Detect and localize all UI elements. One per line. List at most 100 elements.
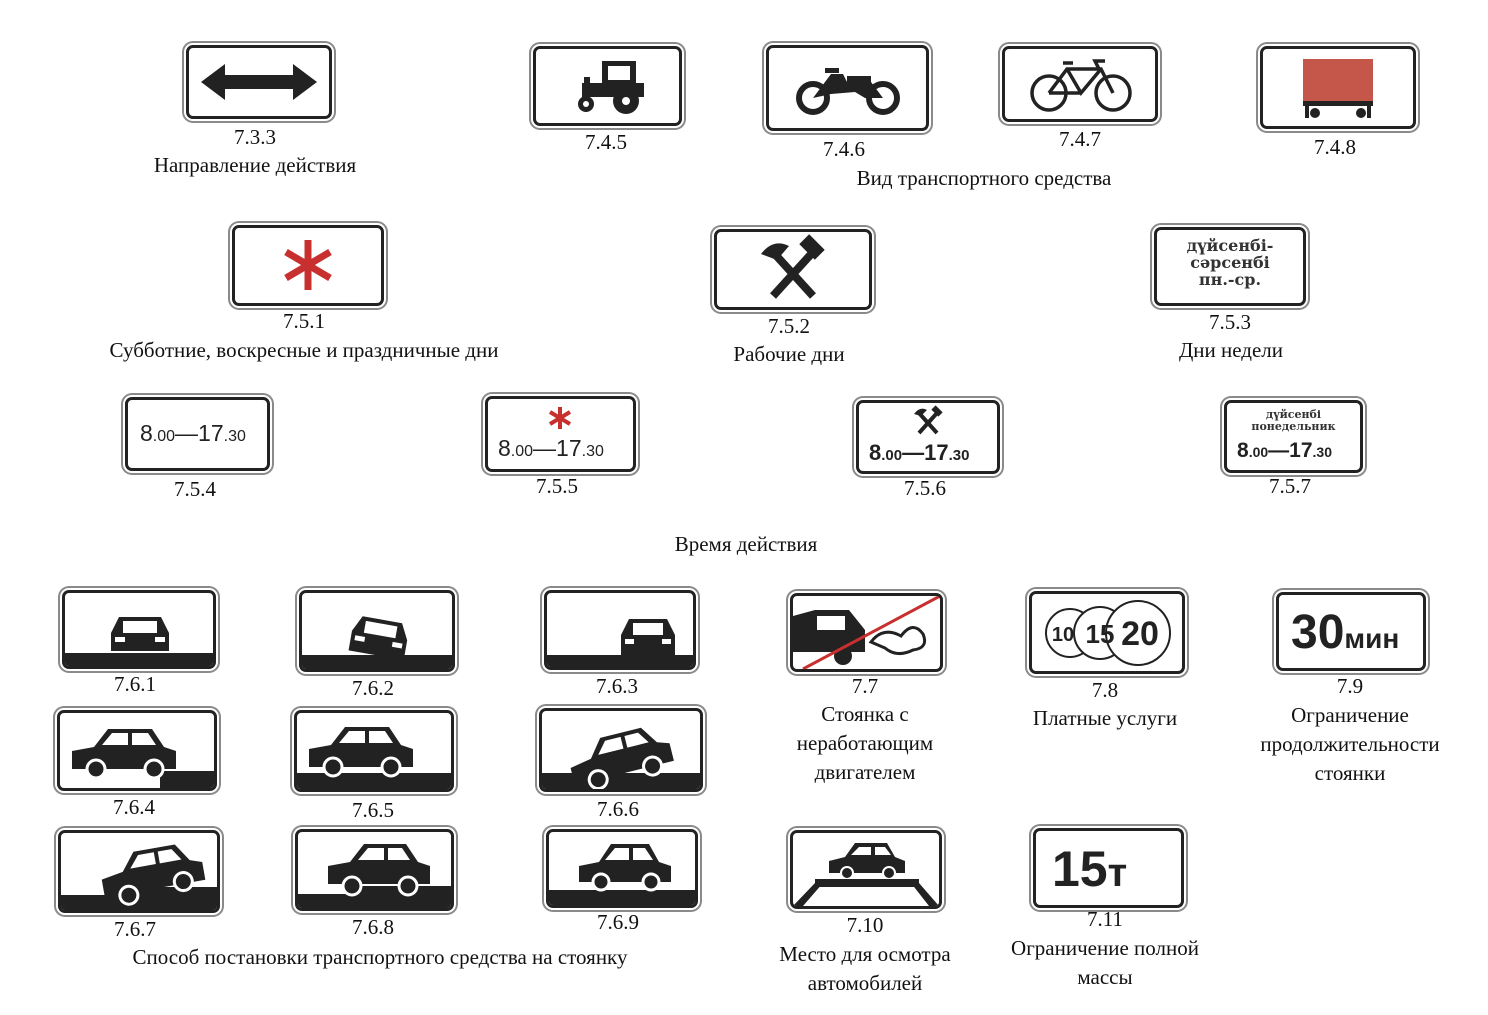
time-end: 17 <box>924 440 949 465</box>
hammer-pick-icon <box>914 405 943 435</box>
double-arrow-icon <box>201 64 317 100</box>
sign-7-5-6-workday-time: 8.00—17.30 <box>856 400 1000 474</box>
sign-code: 7.6.4 <box>113 795 155 819</box>
sign-code: 7.8 <box>1091 678 1119 702</box>
sign-7-5-4-time: 8.00—17.30 <box>125 397 270 471</box>
car-side-icon <box>297 727 451 789</box>
car-side-tilted-icon <box>61 844 217 910</box>
mass-number: 15 <box>1052 841 1108 897</box>
sign-7-10-inspection <box>790 830 942 909</box>
sign-7-4-6-motorcycle <box>766 45 929 131</box>
caption-parking-method: Способ постановки транспортного средства… <box>132 945 628 969</box>
sign-code: 7.6.2 <box>352 676 394 700</box>
caption-time: Время действия <box>674 532 818 556</box>
car-front-icon <box>65 617 213 666</box>
sign-code: 7.6.9 <box>597 910 639 934</box>
caption-inspection: Место для осмотра автомобилей <box>779 942 951 995</box>
motorcycle-icon <box>796 68 900 115</box>
weekday-line: дүйсенбі- <box>1186 236 1274 255</box>
coins-icon: 10 15 20 <box>1045 600 1171 666</box>
sign-code: 7.5.1 <box>283 309 325 333</box>
sign-code: 7.11 <box>1087 907 1123 931</box>
time-dash: — <box>1268 439 1290 462</box>
caption-direction: Направление действия <box>153 153 357 177</box>
weekday-line: пн.-ср. <box>1198 269 1262 289</box>
sign-7-6-1 <box>62 590 216 669</box>
duration-number: 30 <box>1291 606 1345 659</box>
caption-workdays: Рабочие дни <box>733 342 845 366</box>
asterisk-icon <box>284 240 332 290</box>
car-exhaust-crossed-icon <box>793 596 940 669</box>
sign-code: 7.7 <box>851 674 879 698</box>
coin-value: 20 <box>1121 615 1159 653</box>
sign-code: 7.4.8 <box>1314 135 1356 159</box>
time-dash: — <box>902 440 925 465</box>
caption-weekdays: Дни недели <box>1178 338 1284 362</box>
time-end-minutes: .30 <box>223 428 246 445</box>
time-end-minutes: .30 <box>581 443 604 460</box>
coin-value: 15 <box>1086 619 1115 649</box>
sign-7-5-5-holiday-time: 8.00—17.30 <box>485 396 636 472</box>
duration-unit: мин <box>1344 623 1400 654</box>
sign-code: 7.4.7 <box>1059 127 1101 151</box>
time-start: 8 <box>498 435 511 461</box>
sign-7-6-8 <box>295 829 454 911</box>
sign-code: 7.4.6 <box>823 137 865 161</box>
sign-7-4-8-dangerous-goods <box>1260 46 1416 129</box>
time-start-minutes: .00 <box>510 443 534 460</box>
weekday-line: сәрсенбі <box>1190 252 1270 272</box>
sign-code: 7.5.3 <box>1209 310 1251 334</box>
bicycle-icon <box>1030 59 1132 112</box>
sign-code: 7.6.7 <box>114 917 156 941</box>
sign-code: 7.5.6 <box>904 476 946 500</box>
sign-code: 7.6.5 <box>352 798 394 822</box>
sign-7-9-duration: 30мин <box>1276 592 1426 671</box>
car-front-tilted-icon <box>302 616 452 669</box>
time-start: 8 <box>869 440 882 465</box>
car-front-icon <box>547 619 693 667</box>
tractor-icon <box>578 61 644 114</box>
time-end-minutes: .30 <box>1312 444 1332 460</box>
sign-code: 7.4.5 <box>585 130 627 154</box>
time-start: 8 <box>1237 439 1249 462</box>
sign-7-11-mass: 15т <box>1033 828 1184 908</box>
time-dash: — <box>175 420 199 446</box>
time-end: 17 <box>1289 439 1313 462</box>
car-on-lift-icon <box>793 843 939 906</box>
car-side-icon <box>549 844 695 905</box>
sign-7-6-4 <box>57 710 217 791</box>
sign-7-6-2 <box>299 590 455 672</box>
time-start-minutes: .00 <box>1248 444 1269 460</box>
weekday-line: дүйсенбі <box>1265 408 1322 421</box>
sign-7-5-2-workdays <box>714 229 872 310</box>
sign-7-5-7-weekday-time: дүйсенбі понедельник 8.00—17.30 <box>1224 400 1363 473</box>
sign-7-6-5 <box>294 710 454 792</box>
sign-7-4-5-tractor <box>533 46 682 126</box>
sign-code: 7.6.8 <box>352 915 394 939</box>
sign-code: 7.5.4 <box>174 477 216 501</box>
caption-vehicle-type: Вид транспортного средства <box>856 166 1112 190</box>
truck-icon <box>1303 59 1373 118</box>
sign-code: 7.6.6 <box>597 797 639 821</box>
sign-code: 7.5.7 <box>1269 474 1311 498</box>
sign-code: 7.9 <box>1336 674 1364 698</box>
sign-code: 7.6.1 <box>114 672 156 696</box>
time-end-minutes: .30 <box>948 447 970 464</box>
car-side-tilted-icon <box>542 727 700 789</box>
time-dash: — <box>533 435 557 461</box>
sign-7-6-9 <box>546 829 698 908</box>
sign-7-6-3 <box>544 590 696 670</box>
sign-7-5-1-holidays <box>232 225 384 306</box>
weekday-line: понедельник <box>1251 419 1336 433</box>
time-end: 17 <box>198 420 224 446</box>
time-start-minutes: .00 <box>881 447 903 464</box>
caption-mass: Ограничение полной массы <box>1011 936 1199 989</box>
mass-unit: т <box>1107 851 1128 895</box>
sign-7-6-7 <box>58 830 220 913</box>
time-start-minutes: .00 <box>152 428 176 445</box>
time-end: 17 <box>556 435 582 461</box>
sign-code: 7.10 <box>846 913 884 937</box>
sign-7-6-6 <box>539 708 703 792</box>
hammer-pick-icon <box>761 234 825 299</box>
sign-code: 7.5.5 <box>536 474 578 498</box>
